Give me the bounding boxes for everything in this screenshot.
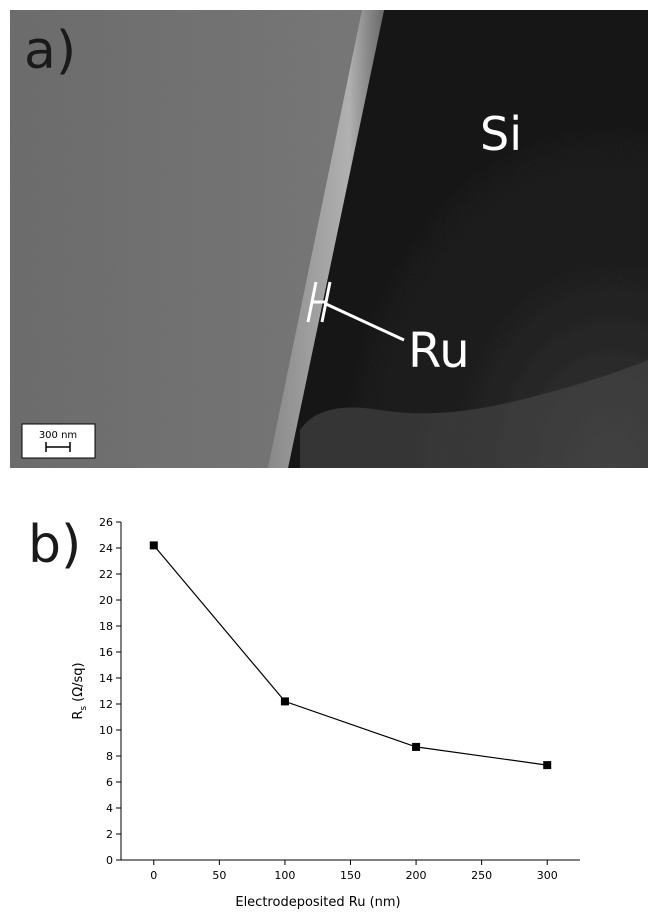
y-tick-label: 20: [99, 594, 113, 607]
y-label-main: R: [71, 711, 86, 720]
y-tick-label: 10: [99, 724, 113, 737]
layer-label: Ru: [408, 323, 470, 379]
figure: a) Si Ru 300 nm b) Electrodeposited Ru (…: [0, 0, 649, 912]
series-line: [154, 545, 547, 765]
marker: [150, 541, 158, 549]
panel-label: b): [28, 515, 81, 575]
y-tick-label: 8: [106, 750, 113, 763]
x-tick-label: 250: [471, 869, 492, 882]
scale-label: 300 nm: [39, 430, 77, 441]
sem-image: [10, 10, 648, 468]
y-tick-label: 18: [99, 620, 113, 633]
y-tick-label: 6: [106, 776, 113, 789]
y-tick-label: 24: [99, 542, 113, 555]
x-tick-label: 150: [340, 869, 361, 882]
x-axis-label: Electrodeposited Ru (nm): [235, 895, 400, 910]
y-tick-label: 0: [106, 854, 113, 867]
panel-label: a): [24, 21, 76, 81]
x-tick-label: 0: [150, 869, 157, 882]
x-tick-label: 100: [274, 869, 295, 882]
y-label-sub: s: [79, 706, 89, 711]
x-tick-label: 300: [537, 869, 558, 882]
y-label-unit: (Ω/sq): [71, 662, 86, 701]
y-tick-label: 2: [106, 828, 113, 841]
marker: [281, 697, 289, 705]
y-axis-label: Rs (Ω/sq): [71, 662, 89, 719]
y-tick-label: 4: [106, 802, 113, 815]
x-tick-label: 200: [406, 869, 427, 882]
y-tick-label: 14: [99, 672, 113, 685]
y-tick-label: 16: [99, 646, 113, 659]
y-tick-label: 26: [99, 516, 113, 529]
x-tick-label: 50: [212, 869, 226, 882]
material-label: Si: [480, 107, 522, 161]
y-tick-label: 12: [99, 698, 113, 711]
marker: [543, 761, 551, 769]
marker: [412, 743, 420, 751]
y-tick-label: 22: [99, 568, 113, 581]
